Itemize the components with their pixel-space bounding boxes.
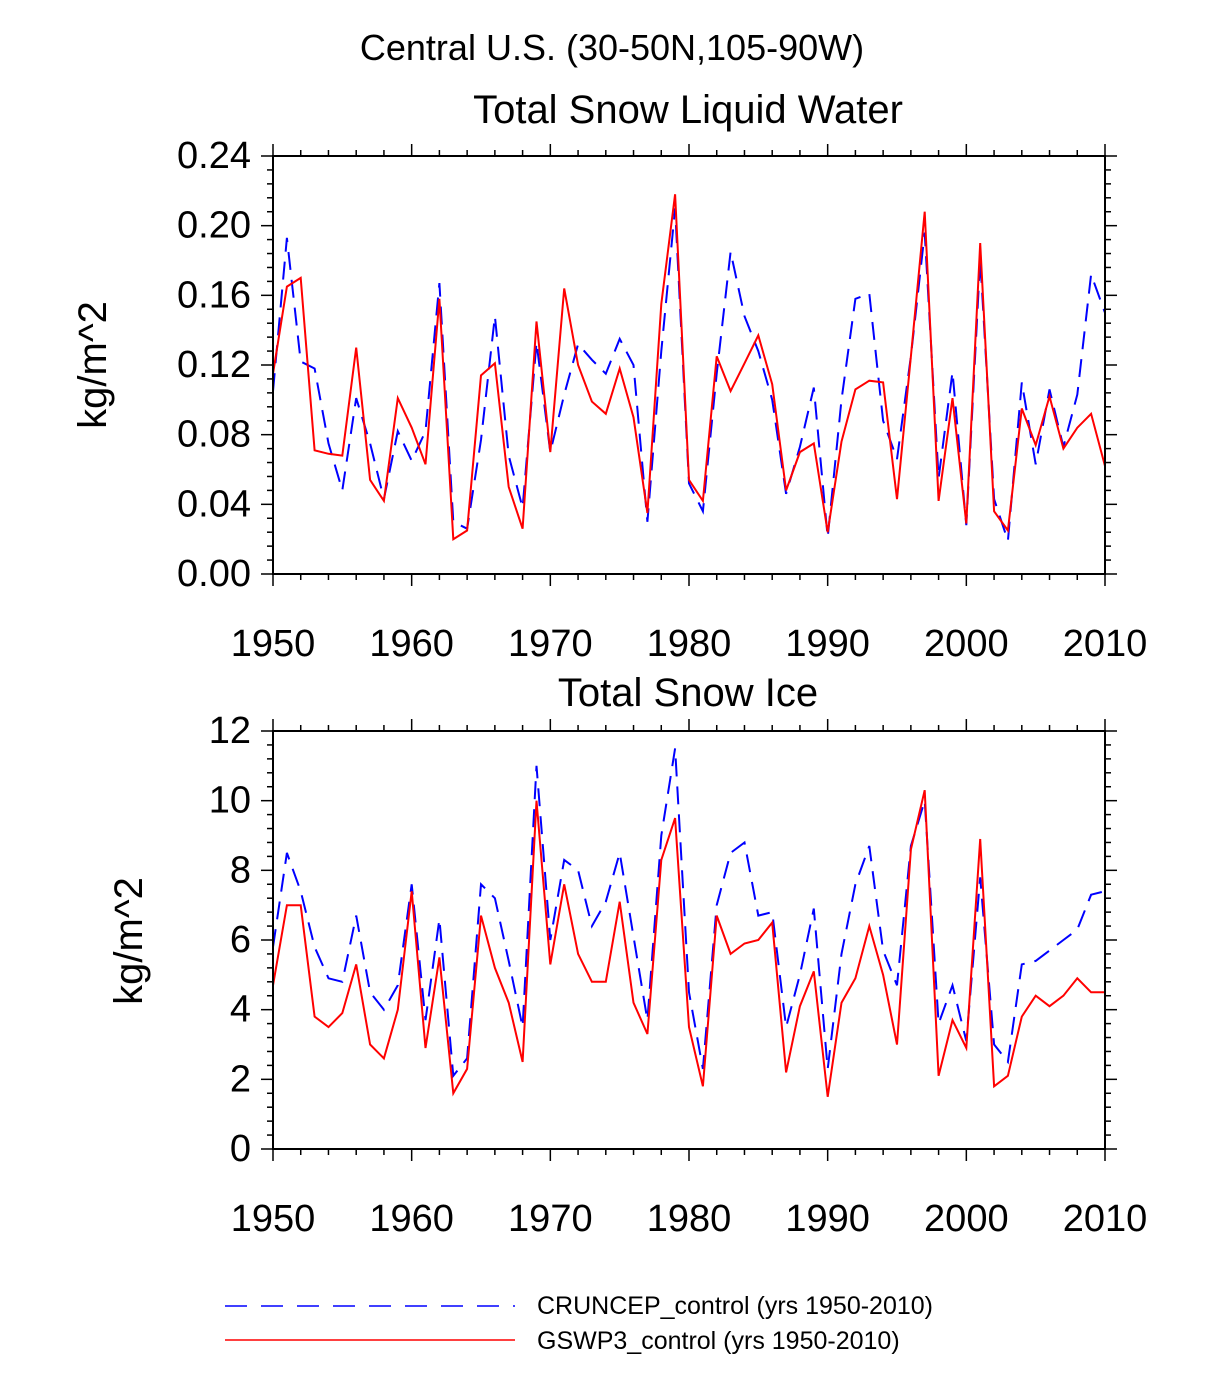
y-tick-labels: 0.00 0.04 0.08 0.12 0.16 0.20 0.24 bbox=[177, 135, 251, 595]
x-tick-label: 1970 bbox=[508, 1198, 593, 1240]
y-tick-label: 2 bbox=[230, 1058, 251, 1100]
x-tick-label: 1980 bbox=[647, 1198, 732, 1240]
panel-snow-liquid-water: Total Snow Liquid Water kg/m^2 0.000.040… bbox=[71, 88, 1147, 665]
series-line-gswp3 bbox=[272, 194, 1106, 541]
x-tick-label: 2010 bbox=[1063, 1198, 1148, 1240]
tick-marks bbox=[261, 144, 1117, 586]
x-tick-label: 1980 bbox=[647, 623, 732, 665]
y-tick-label: 12 bbox=[209, 710, 251, 752]
plot-frame bbox=[272, 155, 1106, 575]
y-tick-label: 0.04 bbox=[177, 483, 251, 525]
x-tick-label: 2010 bbox=[1063, 623, 1148, 665]
x-tick-labels: 1950 1960 1970 1980 1990 2000 2010 bbox=[231, 1198, 1148, 1240]
legend: CRUNCEP_control (yrs 1950-2010) GSWP3_co… bbox=[225, 1292, 933, 1355]
y-tick-labels: 0 2 4 6 8 10 12 bbox=[209, 710, 251, 1170]
y-tick-label: 8 bbox=[230, 849, 251, 891]
figure-suptitle: Central U.S. (30-50N,105-90W) bbox=[360, 27, 864, 68]
series-line-cruncep bbox=[272, 208, 1106, 542]
panel-snow-ice: Total Snow Ice kg/m^2 0 2 4 6 8 10 12 1950 1960… bbox=[107, 671, 1147, 1240]
y-tick-label: 10 bbox=[209, 780, 251, 822]
legend-label-cruncep: CRUNCEP_control (yrs 1950-2010) bbox=[537, 1292, 933, 1320]
x-tick-label: 1970 bbox=[508, 623, 593, 665]
x-tick-label: 1990 bbox=[785, 1198, 870, 1240]
y-axis-label: kg/m^2 bbox=[71, 301, 115, 429]
y-tick-label: 0.20 bbox=[177, 205, 251, 247]
legend-label-gswp3: GSWP3_control (yrs 1950-2010) bbox=[537, 1327, 900, 1355]
x-tick-label: 2000 bbox=[924, 623, 1009, 665]
x-tick-label: 1950 bbox=[231, 623, 316, 665]
chart-title: Total Snow Liquid Water bbox=[473, 88, 903, 132]
y-tick-label: 0 bbox=[230, 1128, 251, 1170]
y-tick-label: 0.16 bbox=[177, 274, 251, 316]
y-tick-label: 0.08 bbox=[177, 414, 251, 456]
x-tick-label: 2000 bbox=[924, 1198, 1009, 1240]
y-tick-label: 6 bbox=[230, 919, 251, 961]
tick-marks bbox=[261, 719, 1117, 1161]
y-tick-label: 0.24 bbox=[177, 135, 251, 177]
x-tick-label: 1950 bbox=[231, 1198, 316, 1240]
x-tick-label: 1990 bbox=[785, 623, 870, 665]
x-tick-labels: 1950 1960 1970 1980 1990 2000 2010 bbox=[231, 623, 1148, 665]
data-series bbox=[272, 748, 1106, 1097]
y-tick-label: 4 bbox=[230, 989, 251, 1031]
y-tick-label: 0.00 bbox=[177, 553, 251, 595]
data-series bbox=[272, 194, 1106, 542]
chart-title: Total Snow Ice bbox=[558, 671, 818, 715]
y-tick-label: 0.12 bbox=[177, 344, 251, 386]
x-tick-label: 1960 bbox=[369, 623, 454, 665]
y-axis-label: kg/m^2 bbox=[107, 877, 151, 1005]
x-tick-label: 1960 bbox=[369, 1198, 454, 1240]
plot-frame bbox=[272, 730, 1106, 1150]
series-line-gswp3 bbox=[272, 789, 1105, 1097]
